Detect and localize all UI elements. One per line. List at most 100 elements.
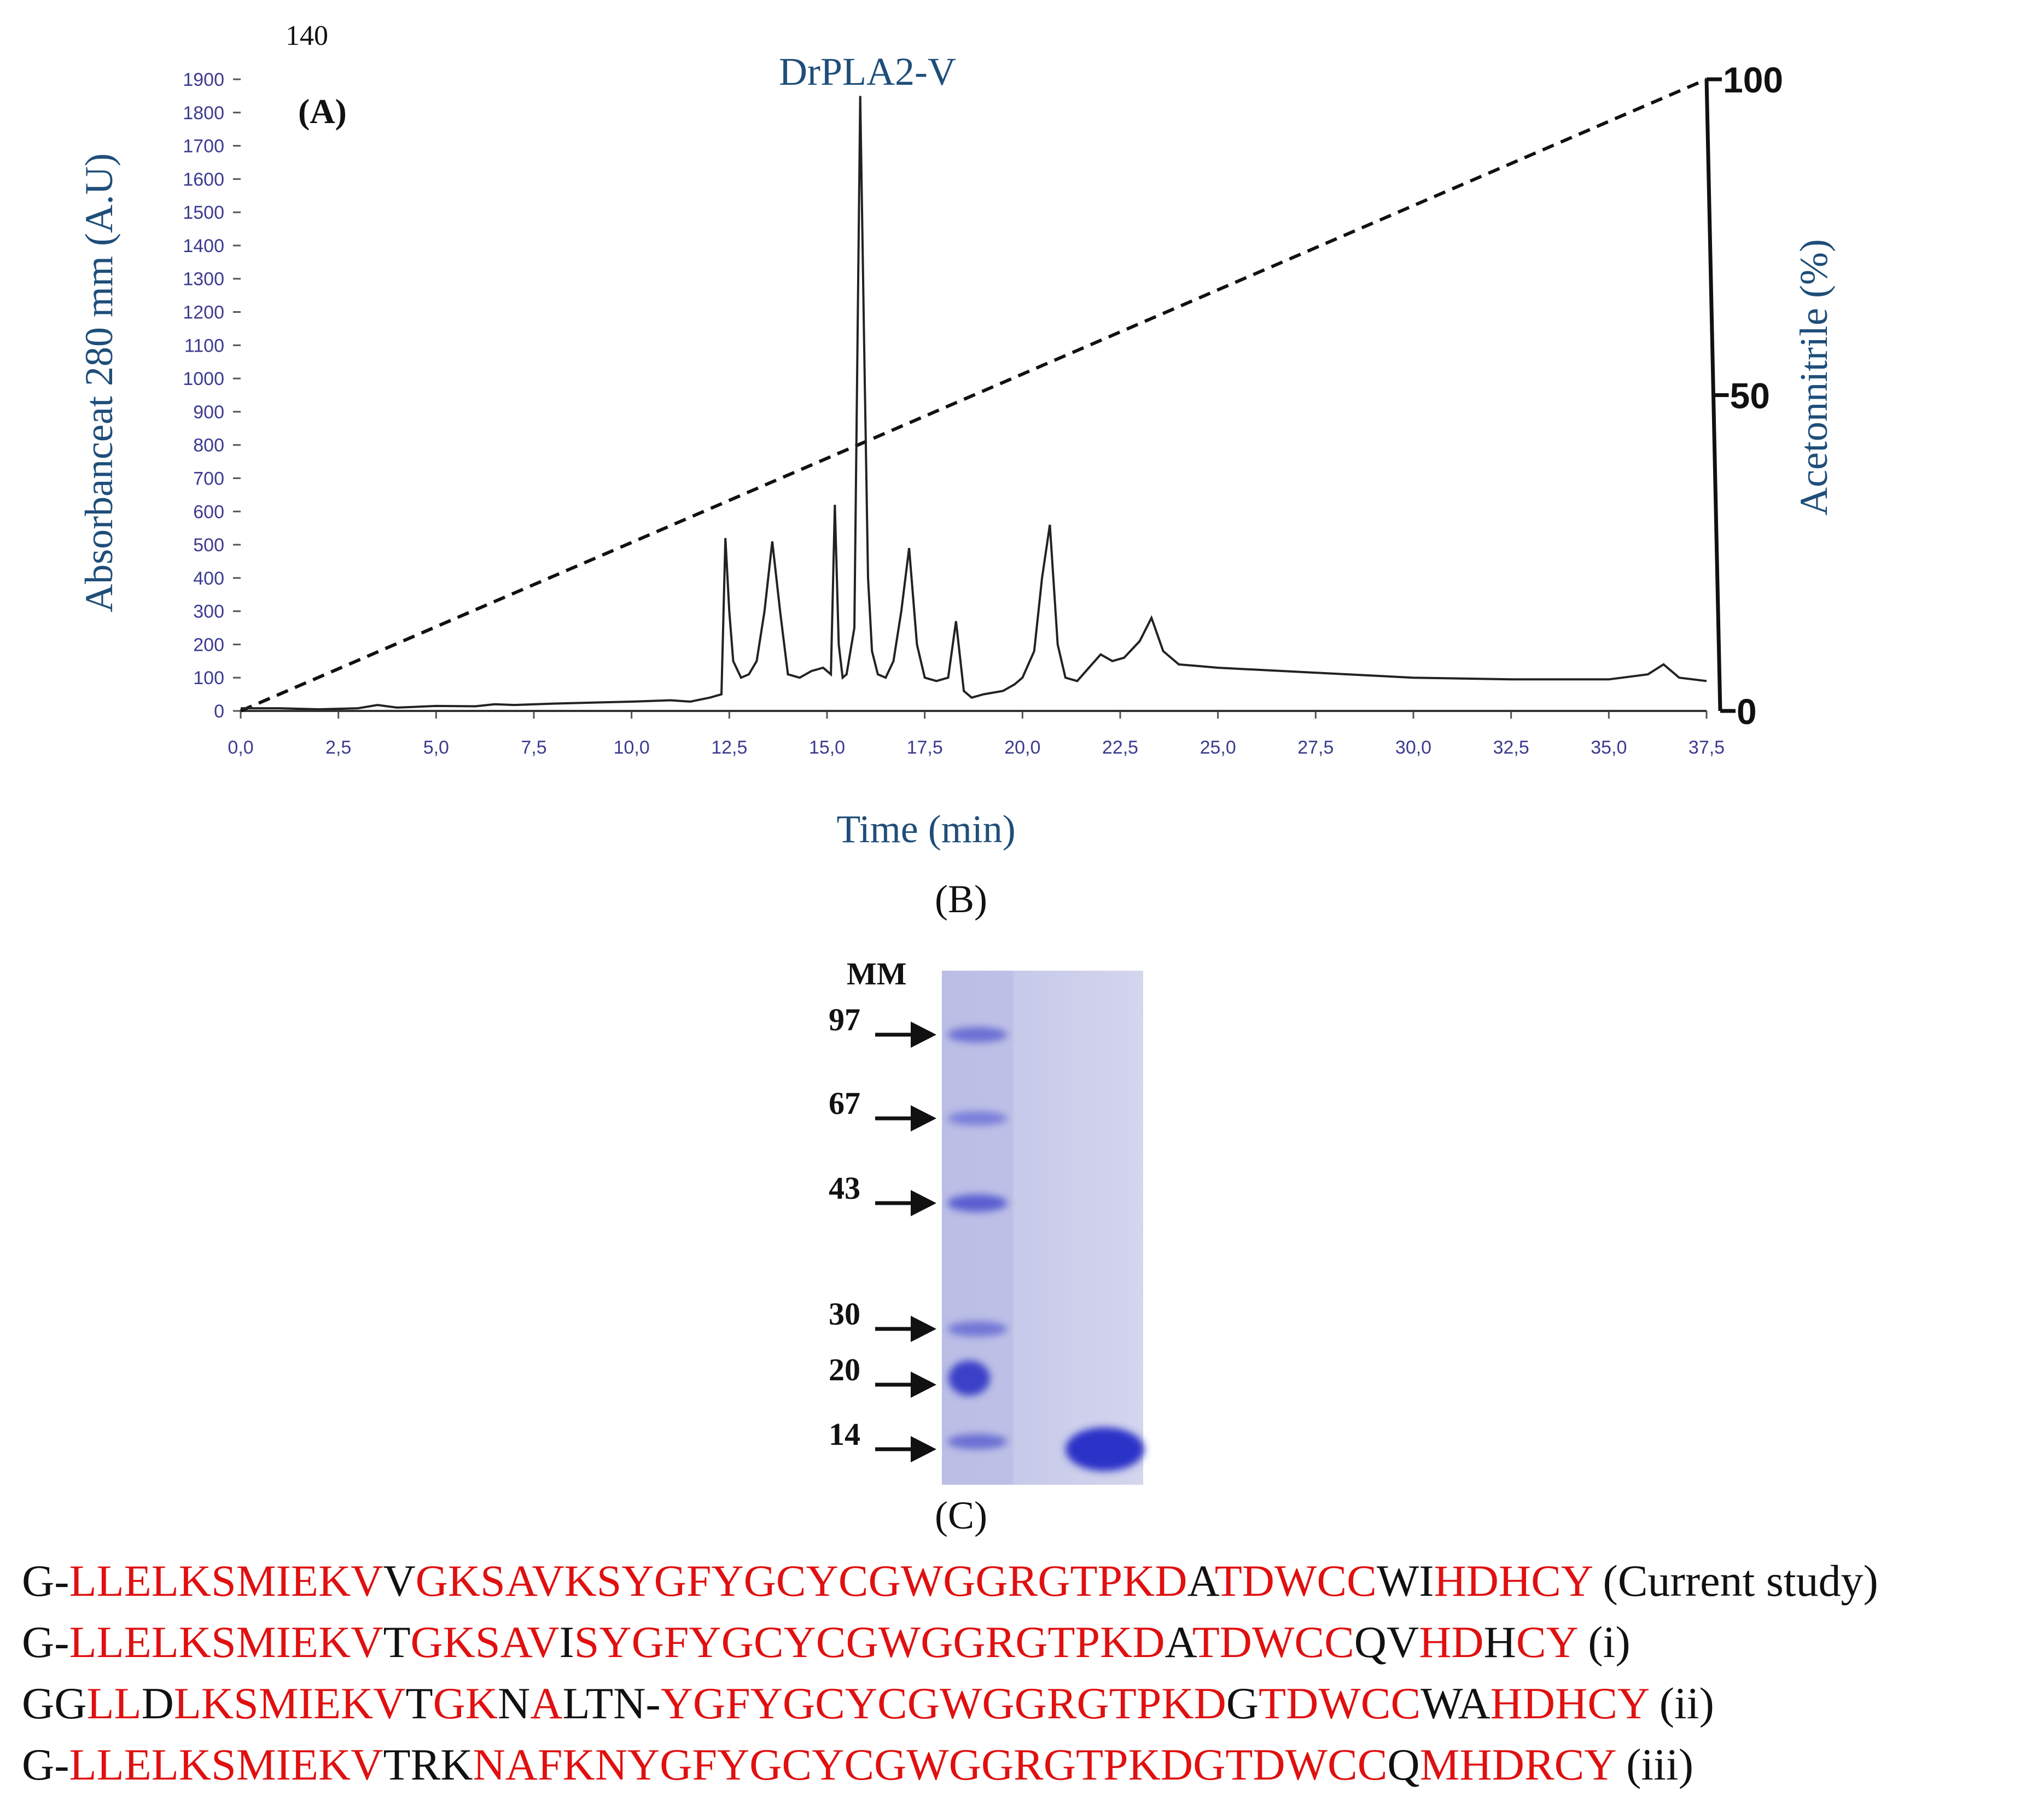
- sequence-segment: MHDRCY: [1419, 1740, 1615, 1789]
- y-tick-label: 1400: [183, 236, 224, 256]
- sequence-segment: CY: [1516, 1617, 1577, 1667]
- y-tick-label: 600: [193, 501, 224, 522]
- right-tick-label: 0: [1737, 691, 1757, 732]
- gel-marker-label: 14: [829, 1416, 860, 1452]
- sequence-label: (i): [1576, 1617, 1631, 1667]
- sequence-label: (Current study): [1592, 1556, 1878, 1606]
- gel-image: [942, 971, 1144, 1485]
- sequence-segment: HD: [1419, 1617, 1484, 1667]
- sequence-line: G-LLELKSMIEKVTRKNAFKNYGFYGCYCGWGGRGTPKDG…: [22, 1742, 1693, 1787]
- gel-band-20: [948, 1361, 990, 1396]
- sequence-segment: GG: [22, 1678, 87, 1728]
- y-tick-label: 1200: [183, 302, 224, 323]
- y-tick-label: 1800: [183, 103, 224, 124]
- x-tick-label: 17,5: [907, 737, 943, 758]
- sequence-segment: I: [559, 1617, 574, 1667]
- right-axis: 0 50 100: [1707, 60, 1783, 732]
- x-tick-label: 10,0: [614, 737, 650, 758]
- sequence-segment: GK: [433, 1678, 498, 1728]
- y-tick-label: 1600: [183, 169, 224, 190]
- sequence-segment: TDWCC: [1259, 1678, 1421, 1728]
- sequence-segment: HDHCY: [1434, 1556, 1592, 1606]
- sequence-segment: G-: [22, 1617, 69, 1667]
- x-axis: 0,0 2,5 5,0 7,5 10,0 12,5 15,0 17,5 20,0 22,5 25,0…: [228, 711, 1725, 758]
- y-tick-label: 900: [193, 402, 224, 423]
- gel-band-97: [947, 1027, 1008, 1042]
- sequence-segment: GKSAV: [410, 1617, 560, 1667]
- gel-marker: 14: [829, 1416, 936, 1462]
- gel-marker: 67: [829, 1086, 936, 1131]
- y-axis-label: Absorbanceat 280 mm (A.U): [77, 153, 121, 612]
- y-tick-label: 100: [193, 668, 224, 689]
- gel-arrow-head: [911, 1022, 936, 1048]
- gel-band-43: [947, 1194, 1008, 1212]
- gel-arrow-head: [911, 1190, 936, 1216]
- sequence-segment: G-: [22, 1556, 69, 1606]
- sequence-segment: TDWCC: [1192, 1617, 1354, 1667]
- gel-marker-label: 20: [829, 1352, 860, 1387]
- x-tick-label: 25,0: [1200, 737, 1236, 758]
- gel-band-30: [947, 1321, 1008, 1337]
- panel-label-c: (C): [935, 1494, 987, 1537]
- x-tick-label: 20,0: [1004, 737, 1040, 758]
- y-tick-label: 500: [193, 535, 224, 556]
- sequence-segment: GKSAVKSYGFYGCYCGWGGRGTPKD: [415, 1556, 1187, 1606]
- x-tick-label: 32,5: [1493, 737, 1529, 758]
- y-tick-label: 1000: [183, 369, 224, 389]
- x-tick-label: 22,5: [1102, 737, 1138, 758]
- x-tick-label: 27,5: [1297, 737, 1334, 758]
- sequence-segment: TDWCC: [1214, 1556, 1377, 1606]
- y-tick-label: 1300: [183, 269, 224, 290]
- y-tick-label: 400: [193, 568, 224, 589]
- y-tick-label: 700: [193, 468, 224, 489]
- x-tick-label: 35,0: [1591, 737, 1627, 758]
- y-tick-label: 300: [193, 602, 224, 622]
- x-tick-label: 2,5: [325, 737, 351, 758]
- gel-marker: 30: [829, 1296, 936, 1342]
- panel-label-b: (B): [935, 877, 987, 921]
- sequence-segment: A: [1165, 1617, 1192, 1667]
- sequence-segment: QV: [1354, 1617, 1419, 1667]
- gel-band-67: [947, 1111, 1008, 1125]
- x-axis-label: Time (min): [836, 807, 1015, 851]
- sequence-segment: YGFYGCYCGWGGRGTPKD: [660, 1678, 1226, 1728]
- y-tick-label: 200: [193, 634, 224, 655]
- sequence-segment: WA: [1420, 1678, 1490, 1728]
- y-tick-label: 1700: [183, 136, 224, 157]
- gel-arrow-head: [911, 1316, 936, 1342]
- sequence-line: G-LLELKSMIEKVTGKSAVISYGFYGCYCGWGGRGTPKDA…: [22, 1620, 1631, 1665]
- y-tick-label: 1100: [184, 335, 224, 356]
- gel-header: MM: [847, 956, 907, 991]
- x-tick-label: 7,5: [521, 737, 546, 758]
- sequence-segment: LKSMIEKV: [173, 1678, 406, 1728]
- x-tick-label: 15,0: [809, 737, 845, 758]
- gel-marker: 20: [829, 1352, 936, 1398]
- sample-band: [1066, 1427, 1144, 1471]
- sequence-segment: H: [1483, 1617, 1516, 1667]
- x-tick-label: 0,0: [228, 737, 253, 758]
- gel-marker-label: 67: [829, 1086, 860, 1121]
- sequence-segment: Q: [1387, 1740, 1420, 1789]
- sequence-segment: LLELKSMIEKV: [69, 1617, 383, 1667]
- y-tick-label: 1900: [183, 69, 224, 90]
- panel-label-a: (A): [298, 92, 347, 131]
- gel-markers: 97 67 43 30 20 14: [829, 1002, 936, 1462]
- sequence-segment: D: [141, 1678, 174, 1728]
- gel-marker-label: 30: [829, 1296, 860, 1332]
- gel-marker-label: 43: [829, 1170, 860, 1206]
- gel-arrow-head: [911, 1372, 936, 1398]
- sequence-segment: T: [405, 1678, 433, 1728]
- sequence-segment: SYGFYGCYCGWGGRGTPKD: [574, 1617, 1165, 1667]
- sequence-segment: NAFKNYGFYGCYCGWGGRGTPKD: [473, 1740, 1193, 1789]
- x-tick-label: 12,5: [711, 737, 747, 758]
- sequence-label: (ii): [1648, 1678, 1714, 1728]
- gel-marker-label: 97: [829, 1002, 860, 1037]
- sequence-segment: G-: [22, 1740, 69, 1789]
- stray-label: 140: [286, 20, 328, 51]
- right-axis-label: Acetonnitrile (%): [1792, 239, 1836, 516]
- sequence-segment: TRK: [383, 1740, 473, 1789]
- sequence-segment: LLELKSMIEKV: [69, 1740, 383, 1789]
- sequence-segment: WI: [1376, 1556, 1434, 1606]
- y-axis: 0 100 200 300 400 500 600 700 800 900 1000 1100 1200…: [183, 69, 241, 722]
- y-tick-label: 1500: [183, 202, 224, 223]
